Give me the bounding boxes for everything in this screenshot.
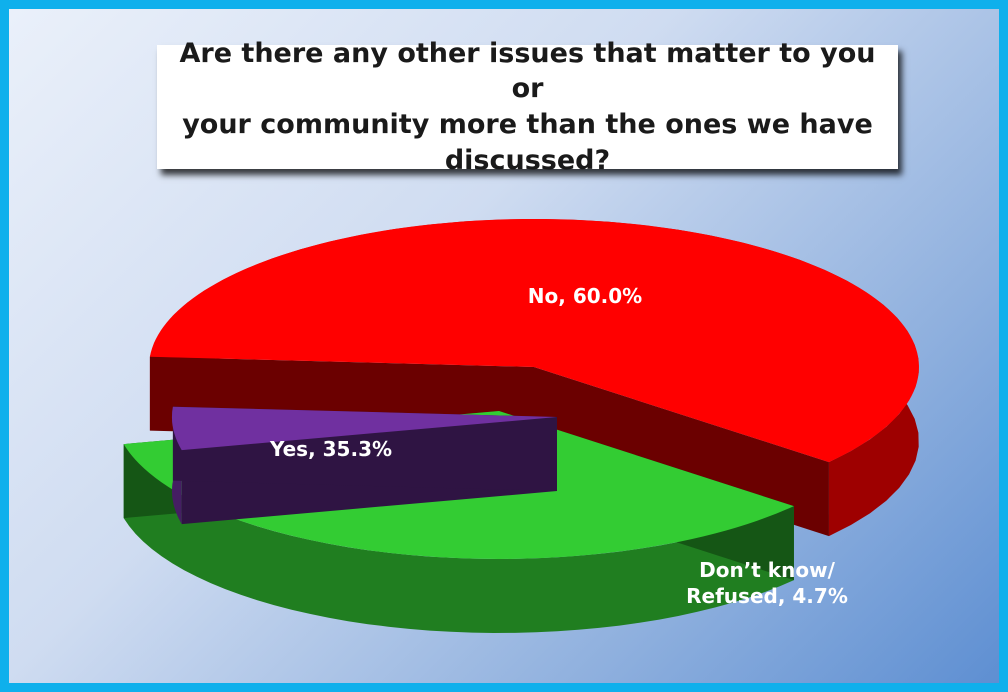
slice-no-top (149, 218, 919, 463)
chart-title: Are there any other issues that matter t… (179, 37, 876, 176)
slice-label-no: No, 60.0% (527, 284, 643, 308)
slice-dont-know (171, 406, 558, 525)
chart-title-box: Are there any other issues that matter t… (157, 38, 898, 176)
slice-dont-know-top (171, 406, 558, 451)
slice-label-dont-know: Don’t know/ Refused, 4.7% (686, 558, 848, 608)
pie-chart (123, 218, 919, 633)
slice-label-yes: Yes, 35.3% (269, 437, 393, 461)
slice-yes-side (123, 444, 794, 633)
